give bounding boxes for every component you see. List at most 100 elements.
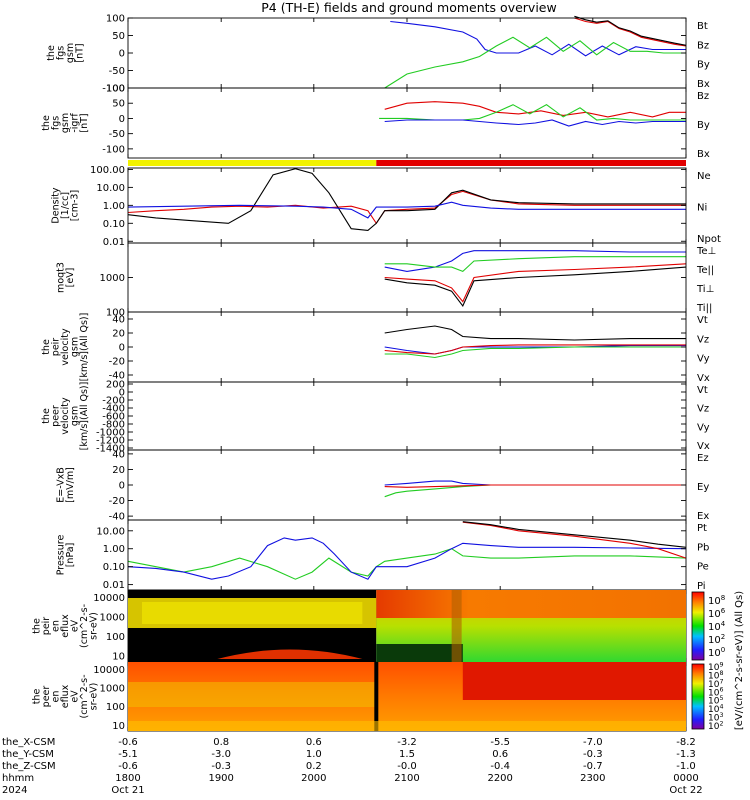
panel-frame: [127, 381, 687, 451]
legend-vt: Vt: [697, 385, 708, 396]
y-tick-label: 100.00: [90, 165, 125, 176]
colorbar-tick: 106: [708, 687, 723, 699]
y-tick-label: 1000: [100, 273, 125, 284]
panel-fgs_gsm: Bt Bz By Bx 100 50 0 -50 -100 thefgsgsm[nT]: [46, 14, 710, 95]
legend-pe: Pe: [697, 562, 709, 573]
panel-peir_velocity: Vt Vz Vy Vx 40 20 0 -20 -40 thepeirvelocitygsm[km…: [41, 311, 710, 384]
y-axis-label: thefgsgsm-igrf[nT]: [41, 113, 90, 133]
colorbar-upper: [691, 591, 705, 661]
legend-pb: Pb: [697, 542, 709, 553]
series-bz: [384, 101, 686, 118]
panel-fgs_gsm_igrf: Bz By Bx 100 50 0 -50 -100 thefgsgsm-igrf[nT]: [41, 84, 710, 161]
legend-vy: Vy: [697, 354, 710, 365]
electron-hot: [462, 662, 686, 700]
legend-bt: Bt: [697, 21, 708, 32]
legend-bx: Bx: [697, 149, 710, 160]
legend-pt: Pt: [697, 523, 707, 534]
y-tick-label: 0: [119, 481, 125, 492]
x-column-value: 0.6: [306, 737, 322, 748]
panel-peer_velocity: Vt Vz Vy Vx 2000-200-400-600-800-1000-1200-1…: [41, 380, 710, 455]
legend-pi: Pi: [697, 581, 706, 592]
series-bx: [384, 119, 686, 127]
colorbar-tick: 108: [708, 670, 723, 682]
colorbar-tick: 108: [708, 594, 725, 607]
legend-ez: Ez: [697, 453, 709, 464]
series-pi: [127, 537, 687, 580]
y-tick-label: 10.00: [96, 183, 125, 194]
y-tick-label: -40: [109, 371, 125, 382]
legend-by: By: [697, 60, 710, 71]
x-row-label: the_Y-CSM: [2, 749, 54, 760]
legend-bz: Bz: [697, 91, 709, 102]
x-column-value: -5.1: [118, 749, 138, 760]
colorbar-tick: 106: [708, 607, 726, 620]
series-ez: [384, 484, 686, 488]
panel-pressure: Pt Pb Pe Pi 10.00 1.00 0.10 0.01 Pressure[nPa]: [55, 519, 709, 592]
y-axis-label: thefgsgsm[nT]: [46, 43, 86, 63]
legend-ex: Ex: [697, 511, 709, 522]
y-tick-label: 10000: [93, 665, 125, 676]
y-axis-label: thepeirenefluxeV(cm^2-s-sr-eV): [32, 604, 100, 648]
x-column-value: 2300: [580, 773, 605, 784]
series-by: [384, 36, 686, 89]
series-pb: [462, 521, 687, 559]
x-column-value: 1800: [115, 773, 140, 784]
x-column-value: Oct 22: [669, 785, 702, 796]
y-tick-label: 50: [112, 99, 125, 110]
panel-frame: [127, 87, 687, 159]
panel-frame: [127, 17, 687, 89]
series-ex: [384, 480, 686, 486]
y-tick-label: -600: [102, 412, 125, 423]
legend-ey: Ey: [697, 482, 709, 493]
x-column-value: 2200: [487, 773, 512, 784]
y-tick-label: 20: [112, 465, 125, 476]
x-column-value: -0.6: [118, 761, 138, 772]
x-column-value: 1.0: [306, 749, 322, 760]
y-axis-label: thepeervelocitygsm[km/s](All Qs)]: [41, 382, 90, 451]
x-column-value: -7.0: [583, 737, 603, 748]
x-column-value: -1.3: [676, 749, 696, 760]
x-column-value: 0.6: [492, 749, 508, 760]
colorbar-tick: 103: [708, 712, 723, 724]
y-tick-label: 10000: [93, 593, 125, 604]
legend-npot: Npot: [697, 234, 721, 245]
x-column-value: -0.7: [583, 761, 603, 772]
x-column-value: -0.3: [211, 761, 231, 772]
x-column-value: -0.0: [397, 761, 417, 772]
x-column-value: -1.0: [676, 761, 696, 772]
ion-low-feature: [217, 649, 363, 659]
ion-band-core: [142, 602, 363, 624]
y-tick-label: 20: [112, 329, 125, 340]
y-tick-label: 10: [112, 652, 125, 663]
y-tick-label: -1400: [96, 444, 125, 455]
legend-vz: Vz: [697, 404, 709, 415]
legend-ti-: Ti⊥: [696, 284, 714, 295]
series-ti-: [384, 256, 686, 273]
x-row-label: the_X-CSM: [2, 737, 55, 748]
legend-te-: Te||: [696, 265, 714, 276]
ion-high-band: [376, 590, 686, 618]
y-tick-label: 100: [106, 84, 125, 95]
x-column-value: -3.2: [397, 737, 417, 748]
x-column-value: -8.2: [676, 737, 696, 748]
series-by: [379, 104, 686, 121]
y-tick-label: 10: [112, 721, 125, 732]
y-tick-label: 100: [106, 632, 125, 643]
x-column-value: -3.0: [211, 749, 231, 760]
x-column-value: 2100: [394, 773, 419, 784]
panel-efield: Ez Ey Ex 40 20 0 -20 -40 E=-VxB[mV/m]: [55, 449, 709, 522]
series-pt: [462, 521, 687, 548]
x-column-value: 1.5: [399, 749, 415, 760]
legend-vt: Vt: [697, 315, 708, 326]
y-axis-label: E=-VxB[mV/m]: [55, 467, 76, 503]
y-tick-label: 0.10: [103, 562, 125, 573]
y-tick-label: -40: [109, 512, 125, 523]
y-tick-label: 0.10: [103, 219, 125, 230]
x-column-value: -0.3: [583, 749, 603, 760]
series-bx: [390, 20, 686, 57]
y-tick-label: -1200: [96, 436, 125, 447]
y-tick-label: 0: [119, 343, 125, 354]
legend-bx: Bx: [697, 79, 710, 90]
legend-ni: Ni: [697, 203, 707, 214]
y-tick-label: 1000: [100, 613, 125, 624]
